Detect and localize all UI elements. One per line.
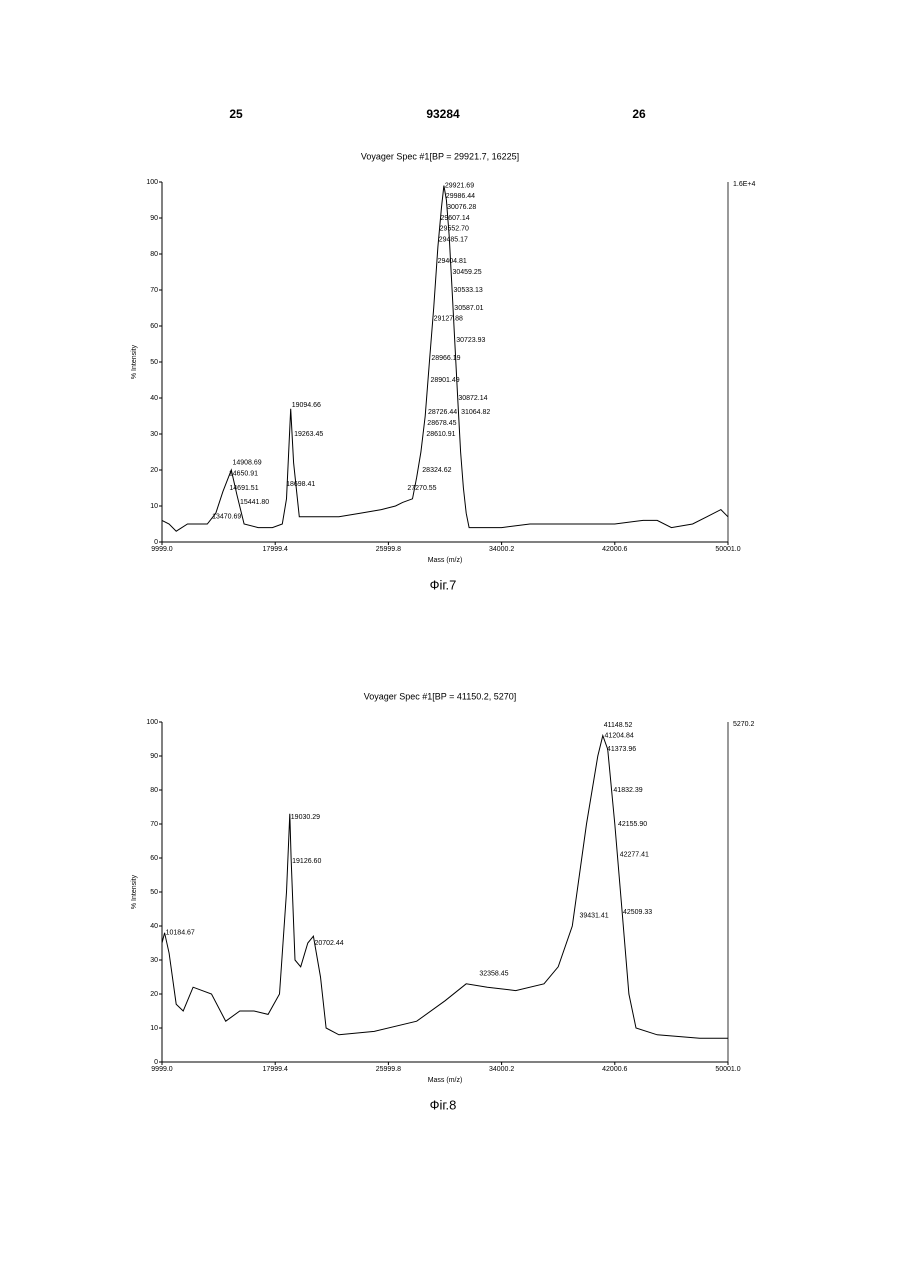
figure-caption: Фіг.8 [430, 1097, 457, 1112]
x-tick-label: 42000.6 [602, 1066, 627, 1073]
peak-label: 28324.62 [422, 467, 451, 474]
y-tick-label: 100 [146, 179, 158, 186]
x-tick-label: 9999.0 [151, 546, 173, 553]
y-tick-label: 0 [154, 539, 158, 546]
peak-label: 27270.55 [407, 485, 436, 492]
page-number-left: 25 [229, 107, 243, 121]
peak-label: 19030.29 [291, 814, 320, 821]
x-tick-label: 25999.8 [376, 546, 401, 553]
peak-label: 41148.52 [604, 722, 633, 729]
peak-label: 28610.91 [426, 431, 455, 438]
peak-label: 39431.41 [579, 913, 608, 920]
y-tick-label: 40 [150, 395, 158, 402]
page-number-right: 26 [632, 107, 646, 121]
peak-label: 15441.80 [240, 499, 269, 506]
peak-label: 28678.45 [427, 420, 456, 427]
right-axis-label: 5270.2 [733, 721, 755, 728]
chart-title: Voyager Spec #1[BP = 41150.2, 5270] [364, 691, 517, 701]
peak-label: 30459.25 [452, 269, 481, 276]
peak-label: 29921.69 [445, 182, 474, 189]
peak-label: 41204.84 [605, 732, 634, 739]
y-tick-label: 60 [150, 323, 158, 330]
peak-label: 28726.44 [428, 409, 457, 416]
peak-label: 19126.60 [292, 858, 321, 865]
peak-label: 29552.70 [440, 226, 469, 233]
y-tick-label: 10 [150, 503, 158, 510]
x-axis-label: Mass (m/z) [428, 1077, 463, 1084]
x-tick-label: 34000.2 [489, 546, 514, 553]
peak-label: 28901.49 [430, 377, 459, 384]
x-tick-label: 17999.4 [263, 1066, 288, 1073]
peak-label: 10184.67 [166, 930, 195, 937]
figure-caption: Фіг.7 [430, 577, 457, 592]
peak-label: 30533.13 [454, 287, 483, 294]
peak-label: 18698.41 [286, 481, 315, 488]
y-tick-label: 90 [150, 215, 158, 222]
peak-label: 32358.45 [479, 970, 508, 977]
peak-label: 14908.69 [232, 460, 261, 467]
x-tick-label: 17999.4 [263, 546, 288, 553]
y-tick-label: 20 [150, 991, 158, 998]
peak-label: 42509.33 [623, 909, 652, 916]
peak-label: 42155.90 [618, 821, 647, 828]
peak-label: 30587.01 [454, 305, 483, 312]
y-tick-label: 20 [150, 467, 158, 474]
x-tick-label: 34000.2 [489, 1066, 514, 1073]
peak-label: 41373.96 [607, 746, 636, 753]
peak-label: 20702.44 [314, 940, 343, 947]
y-tick-label: 10 [150, 1025, 158, 1032]
y-tick-label: 50 [150, 889, 158, 896]
y-tick-label: 90 [150, 753, 158, 760]
y-tick-label: 100 [146, 719, 158, 726]
peak-label: 31064.82 [461, 409, 490, 416]
y-tick-label: 80 [150, 787, 158, 794]
peak-label: 14691.51 [229, 485, 258, 492]
y-tick-label: 30 [150, 431, 158, 438]
y-tick-label: 30 [150, 957, 158, 964]
peak-label: 41832.39 [613, 787, 642, 794]
y-tick-label: 40 [150, 923, 158, 930]
peak-label: 29127.88 [434, 316, 463, 323]
peak-label: 29485.17 [439, 236, 468, 243]
chart-title: Voyager Spec #1[BP = 29921.7, 16225] [361, 151, 519, 161]
x-tick-label: 42000.6 [602, 546, 627, 553]
y-tick-label: 80 [150, 251, 158, 258]
y-axis-label: % Intensity [131, 874, 138, 909]
peak-label: 42277.41 [620, 851, 649, 858]
peak-label: 19094.66 [292, 402, 321, 409]
y-axis-label: % Intensity [131, 344, 138, 379]
y-tick-label: 70 [150, 821, 158, 828]
peak-label: 30872.14 [458, 395, 487, 402]
x-tick-label: 25999.8 [376, 1066, 401, 1073]
x-tick-label: 50001.0 [715, 1066, 740, 1073]
peak-label: 29607.14 [440, 215, 469, 222]
peak-label: 29404.81 [438, 258, 467, 265]
y-tick-label: 70 [150, 287, 158, 294]
right-axis-label: 1.6E+4 [733, 181, 755, 188]
y-tick-label: 50 [150, 359, 158, 366]
page: 25 93284 26 Voyager Spec #1[BP = 29921.7… [0, 0, 901, 1273]
peak-label: 29986.44 [446, 193, 475, 200]
y-tick-label: 0 [154, 1059, 158, 1066]
peak-label: 14650.91 [229, 470, 258, 477]
x-tick-label: 9999.0 [151, 1066, 173, 1073]
peak-label: 28966.19 [431, 355, 460, 362]
peak-label: 30076.28 [447, 204, 476, 211]
x-tick-label: 50001.0 [715, 546, 740, 553]
peak-label: 30723.93 [456, 337, 485, 344]
y-tick-label: 60 [150, 855, 158, 862]
peak-label: 13470.69 [212, 514, 241, 521]
x-axis-label: Mass (m/z) [428, 557, 463, 564]
patent-number: 93284 [426, 107, 460, 121]
peak-label: 19263.45 [294, 431, 323, 438]
